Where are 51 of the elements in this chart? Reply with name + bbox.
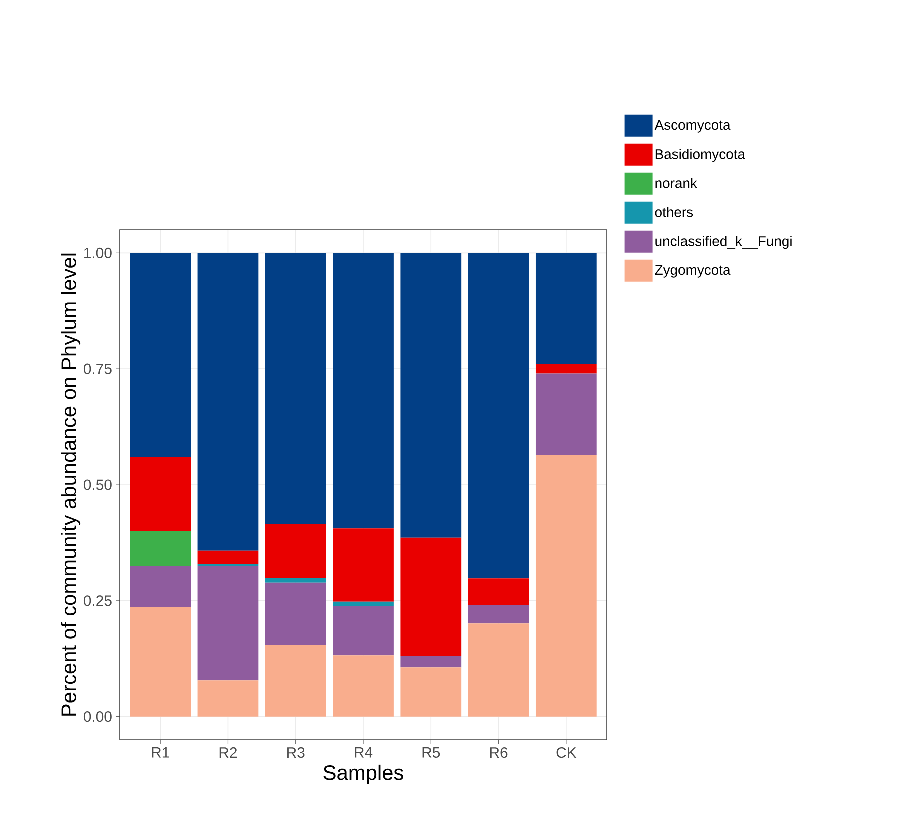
bar	[130, 607, 192, 717]
legend-label: others	[655, 207, 694, 218]
y-tick-label: 0.25	[84, 596, 112, 606]
bar	[198, 253, 259, 551]
y-axis-title: Percent of community abundance on Phylum level	[61, 254, 81, 716]
bar	[198, 550, 259, 564]
legend-label: unclassified_k__Fungi	[656, 236, 792, 250]
y-tick-label: 0.00	[84, 712, 112, 722]
x-tick-label: CK	[556, 748, 577, 758]
legend-label: Ascomycota	[654, 120, 731, 133]
bar	[130, 457, 192, 532]
y-tick-label: 0.75	[84, 364, 112, 374]
bar	[198, 566, 259, 681]
bar	[536, 364, 597, 374]
bar	[468, 624, 530, 717]
x-tick-label: R3	[288, 748, 305, 758]
bar	[400, 668, 462, 717]
y-tick-label: 0.50	[84, 480, 112, 490]
bar	[536, 374, 597, 456]
x-tick-label: R4	[355, 748, 373, 758]
legend-label: Basidiomycota	[656, 149, 746, 162]
bar	[333, 602, 394, 606]
bar	[265, 644, 326, 717]
x-tick-label: R6	[490, 748, 508, 758]
x-axis-title: Samples	[324, 764, 404, 784]
y-tick-label: 1.00	[84, 248, 112, 258]
legend-label: norank	[656, 178, 698, 188]
bar	[333, 528, 394, 602]
bar	[468, 605, 530, 624]
bar	[265, 524, 326, 578]
bar	[130, 531, 192, 566]
bar	[468, 253, 530, 579]
bar	[536, 455, 597, 717]
bar	[536, 253, 597, 364]
bar	[333, 253, 394, 529]
bar	[400, 656, 462, 668]
x-tick-label: R2	[220, 748, 238, 758]
x-tick-label: R1	[152, 748, 170, 758]
bar	[333, 606, 394, 656]
bar	[198, 680, 259, 717]
bar	[400, 253, 462, 538]
bar	[265, 578, 326, 583]
bar	[130, 566, 192, 608]
bar	[130, 253, 192, 458]
bar	[265, 253, 326, 524]
bar	[333, 656, 394, 717]
bar	[265, 582, 326, 645]
legend-label: Zygomycota	[655, 265, 731, 278]
bar	[400, 538, 462, 657]
bar	[468, 578, 530, 606]
x-tick-label: R5	[422, 748, 440, 758]
